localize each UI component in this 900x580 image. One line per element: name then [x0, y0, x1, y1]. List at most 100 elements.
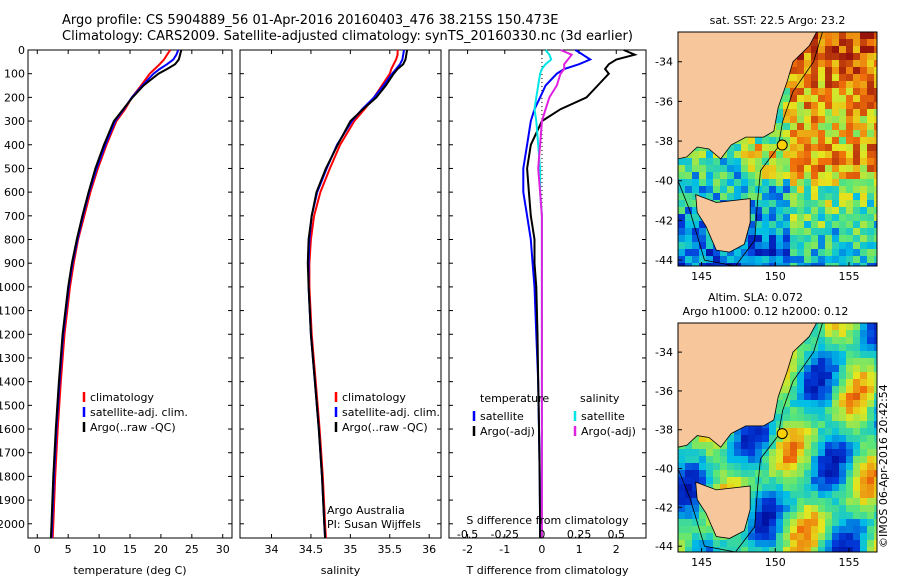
field-cell — [762, 256, 769, 263]
field-cell — [867, 32, 874, 39]
field-cell — [853, 484, 860, 491]
field-cell — [811, 179, 818, 186]
field-cell — [783, 102, 790, 109]
field-cell — [720, 263, 727, 266]
field-cell — [762, 165, 769, 172]
field-cell — [867, 179, 874, 186]
field-cell — [769, 470, 776, 477]
field-cell — [825, 179, 832, 186]
field-cell — [790, 242, 797, 249]
field-cell — [846, 137, 853, 144]
field-cell — [860, 414, 867, 421]
field-cell — [804, 193, 811, 200]
field-cell — [769, 214, 776, 221]
field-cell — [776, 463, 783, 470]
field-cell — [853, 463, 860, 470]
field-cell — [804, 263, 811, 266]
field-cell — [853, 95, 860, 102]
field-cell — [783, 193, 790, 200]
field-cell — [839, 263, 846, 266]
field-cell — [811, 400, 818, 407]
y-tick-label: 1400 — [0, 376, 25, 389]
field-cell — [797, 442, 804, 449]
field-cell — [811, 379, 818, 386]
field-cell — [874, 337, 877, 344]
field-cell — [832, 207, 839, 214]
field-cell — [790, 379, 797, 386]
field-cell — [839, 372, 846, 379]
field-cell — [804, 540, 811, 547]
field-cell — [818, 67, 825, 74]
field-cell — [790, 67, 797, 74]
field-cell — [783, 116, 790, 123]
field-cell — [811, 235, 818, 242]
field-cell — [797, 123, 804, 130]
field-cell — [797, 88, 804, 95]
field-cell — [860, 330, 867, 337]
field-cell — [853, 379, 860, 386]
field-cell — [818, 39, 825, 46]
field-cell — [846, 477, 853, 484]
field-cell — [811, 337, 818, 344]
map-panel-2: -34 -36 -38 -40 -42 -44 145 150 155 Altim. SLA: 0… — [655, 291, 878, 569]
field-cell — [748, 491, 755, 498]
field-cell — [853, 337, 860, 344]
field-cell — [706, 263, 713, 266]
field-cell — [748, 477, 755, 484]
field-cell — [804, 435, 811, 442]
field-cell — [727, 484, 734, 491]
field-cell — [825, 456, 832, 463]
field-cell — [825, 102, 832, 109]
field-cell — [818, 214, 825, 221]
field-cell — [804, 186, 811, 193]
field-cell — [811, 526, 818, 533]
field-cell — [832, 221, 839, 228]
field-cell — [867, 249, 874, 256]
field-cell — [825, 344, 832, 351]
y-tick-label: 500 — [4, 162, 25, 175]
field-cell — [762, 477, 769, 484]
field-cell — [734, 172, 741, 179]
field-cell — [811, 67, 818, 74]
field-cell — [797, 137, 804, 144]
field-cell — [832, 228, 839, 235]
field-cell — [818, 463, 825, 470]
field-cell — [839, 330, 846, 337]
field-cell — [818, 498, 825, 505]
field-cell — [720, 186, 727, 193]
field-cell — [678, 547, 685, 552]
field-cell — [741, 249, 748, 256]
field-cell — [748, 498, 755, 505]
field-cell — [853, 400, 860, 407]
field-cell — [776, 393, 783, 400]
field-cell — [762, 435, 769, 442]
field-cell — [853, 435, 860, 442]
field-cell — [874, 214, 877, 221]
field-cell — [748, 519, 755, 526]
field-cell — [811, 144, 818, 151]
field-cell — [755, 144, 762, 151]
field-cell — [846, 421, 853, 428]
field-cell — [818, 456, 825, 463]
field-cell — [804, 428, 811, 435]
field-cell — [867, 372, 874, 379]
field-cell — [776, 407, 783, 414]
argo-position-marker — [776, 428, 788, 440]
field-cell — [853, 330, 860, 337]
field-cell — [804, 242, 811, 249]
field-cell — [692, 463, 699, 470]
field-cell — [748, 137, 755, 144]
field-cell — [804, 109, 811, 116]
field-cell — [839, 358, 846, 365]
field-cell — [825, 400, 832, 407]
field-cell — [720, 193, 727, 200]
field-cell — [867, 109, 874, 116]
field-cell — [811, 414, 818, 421]
field-cell — [846, 186, 853, 193]
field-cell — [713, 477, 720, 484]
field-cell — [825, 372, 832, 379]
field-cell — [874, 130, 877, 137]
field-cell — [867, 186, 874, 193]
s-diff-tick-label: -0.25 — [491, 528, 519, 541]
field-cell — [776, 116, 783, 123]
